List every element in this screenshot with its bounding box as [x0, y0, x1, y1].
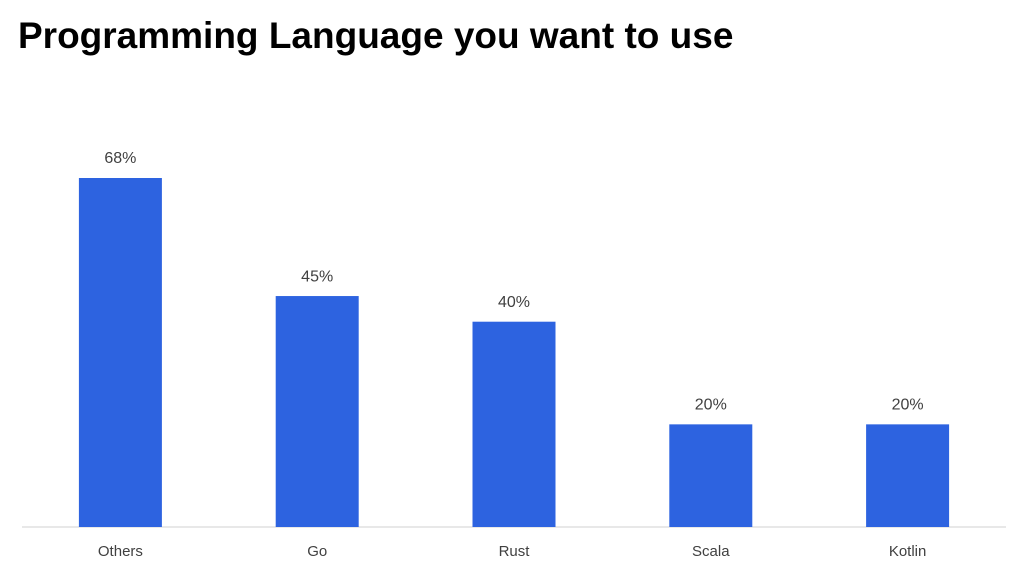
chart-title: Programming Language you want to use [18, 15, 733, 56]
value-label: 20% [892, 397, 924, 414]
value-label: 20% [695, 397, 727, 414]
bar [866, 424, 950, 527]
x-tick-label: Scala [692, 543, 730, 560]
bar [78, 178, 162, 527]
value-label: 45% [301, 268, 333, 285]
x-tick-label: Others [98, 543, 143, 560]
bar [275, 296, 359, 527]
value-label: 68% [104, 150, 136, 167]
bar [669, 424, 753, 527]
x-tick-label: Rust [499, 543, 531, 560]
value-label: 40% [498, 294, 530, 311]
x-tick-label: Go [307, 543, 327, 560]
bar [472, 321, 556, 527]
x-tick-label: Kotlin [889, 543, 927, 560]
